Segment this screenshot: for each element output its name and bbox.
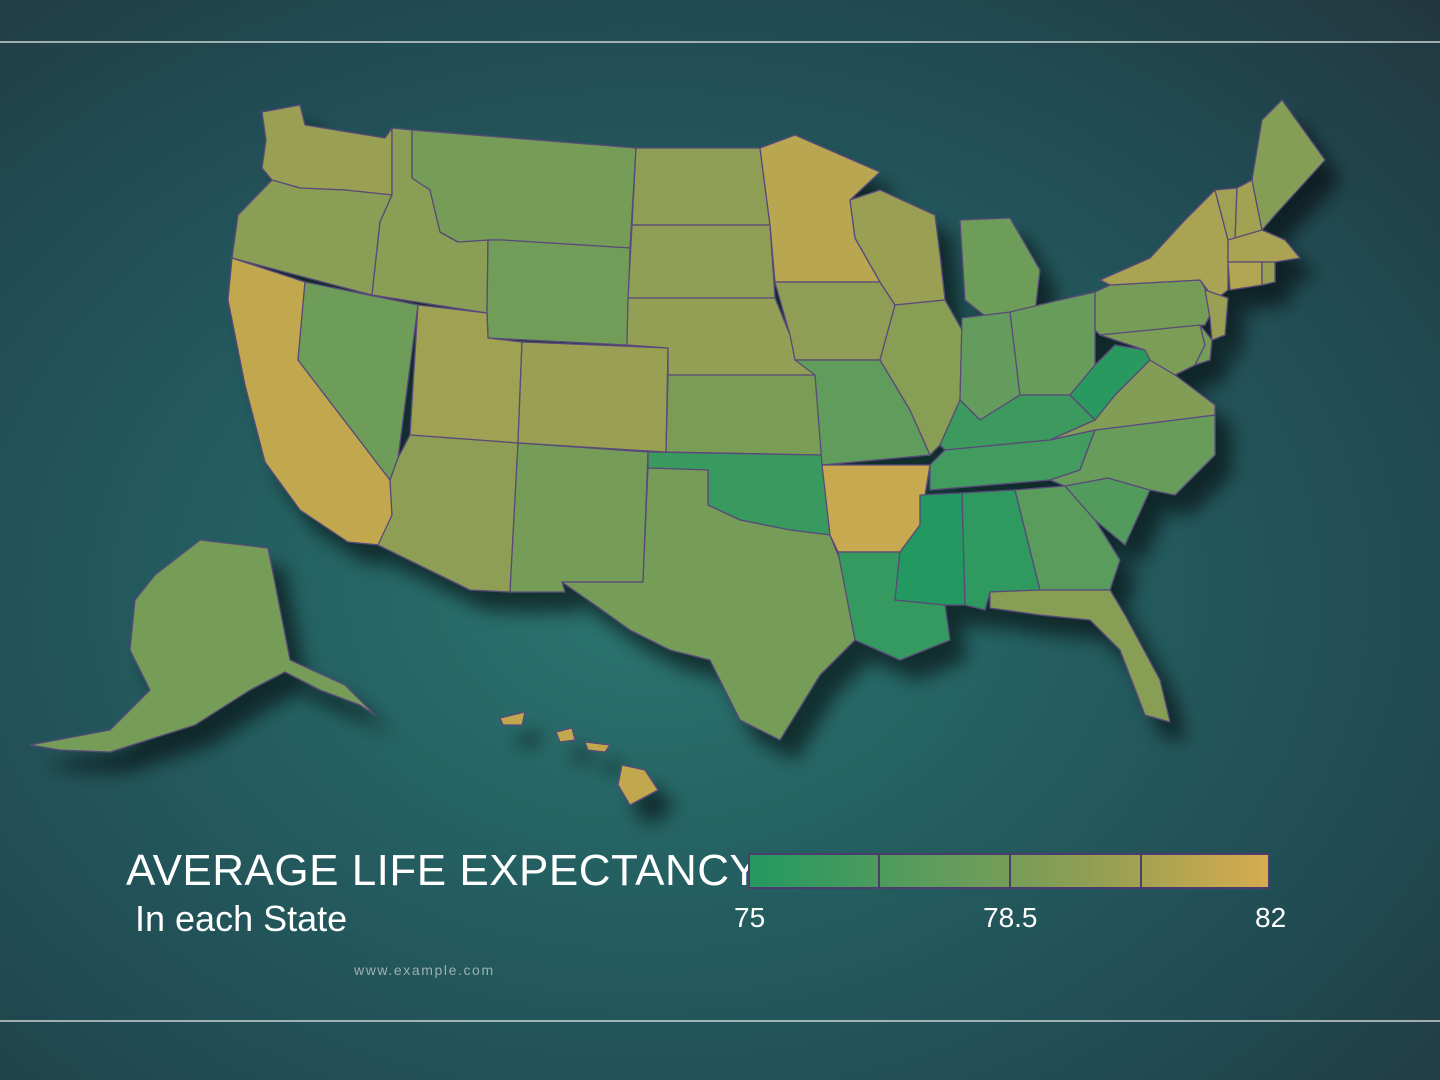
scale-divider <box>1140 855 1142 887</box>
state-washington[interactable] <box>261 104 393 196</box>
top-divider <box>0 41 1440 43</box>
scale-min-label: 75 <box>734 902 766 933</box>
map-subtitle: In each State <box>135 898 348 939</box>
state-north-dakota[interactable] <box>631 147 771 226</box>
state-iowa[interactable] <box>774 281 896 361</box>
state-maine[interactable] <box>1251 99 1326 231</box>
state-michigan[interactable] <box>959 217 1041 321</box>
state-wyoming[interactable] <box>486 239 631 346</box>
state-colorado[interactable] <box>517 341 669 453</box>
state-alaska[interactable] <box>29 539 376 753</box>
scale-divider <box>878 855 880 887</box>
state-florida[interactable] <box>989 589 1171 723</box>
state-delaware[interactable] <box>1194 324 1213 366</box>
state-kansas[interactable] <box>665 374 823 456</box>
state-texas[interactable] <box>561 467 856 741</box>
source-url[interactable]: www.example.com <box>354 962 495 978</box>
state-new-jersey[interactable] <box>1204 289 1229 341</box>
scale-mid-label: 78.5 <box>983 902 1038 933</box>
state-north-carolina[interactable] <box>1049 414 1216 496</box>
state-rhode-island[interactable] <box>1261 261 1276 286</box>
state-arizona[interactable] <box>377 434 519 593</box>
state-new-mexico[interactable] <box>509 442 649 593</box>
map-title: AVERAGE LIFE EXPECTANCY <box>126 846 760 895</box>
bottom-divider <box>0 1020 1440 1022</box>
state-hawaii[interactable] <box>499 711 659 806</box>
state-south-dakota[interactable] <box>627 224 776 299</box>
scale-max-label: 82 <box>1255 902 1287 933</box>
state-connecticut[interactable] <box>1227 261 1263 291</box>
state-montana[interactable] <box>411 129 637 249</box>
color-scale-bar <box>748 853 1270 889</box>
scale-divider <box>1009 855 1011 887</box>
